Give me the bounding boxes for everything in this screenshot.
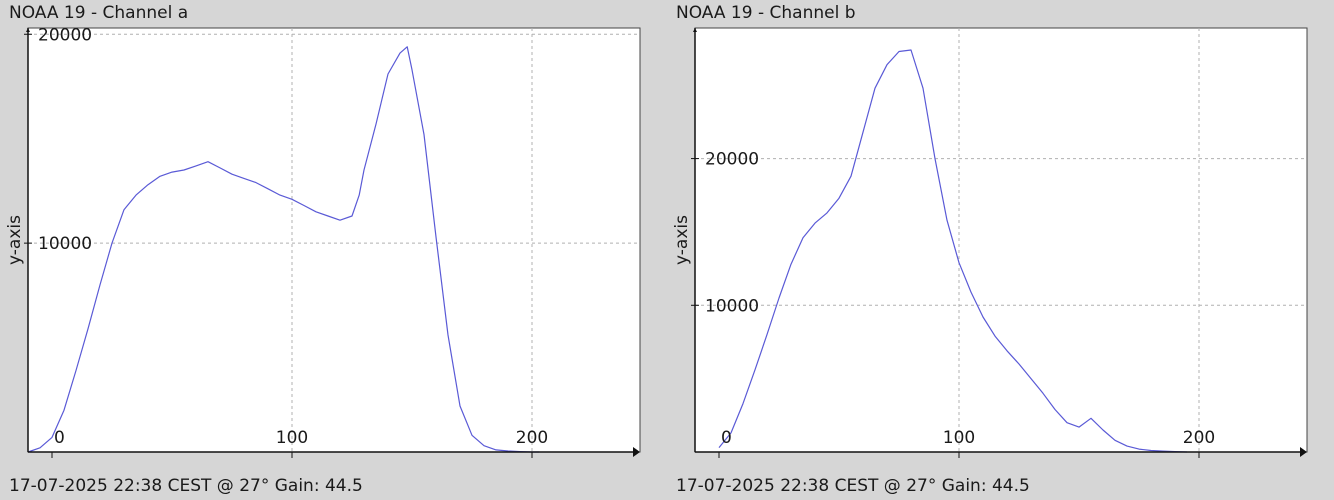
y-axis-arrow <box>26 28 30 32</box>
x-axis-arrow <box>1300 447 1307 457</box>
y-tick-label: 10000 <box>38 234 92 254</box>
chart-title: NOAA 19 - Channel b <box>676 3 856 23</box>
y-tick-label: 10000 <box>705 296 759 316</box>
x-tick-label: 100 <box>943 428 975 448</box>
plot-background <box>694 27 1308 453</box>
y-axis-label: y-axis <box>672 215 692 265</box>
plot-area: 0 100 200 10000 20000 y-axis <box>672 27 1308 458</box>
chart-footer: 17-07-2025 22:38 CEST @ 27° Gain: 44.5 <box>9 476 363 496</box>
series-line-0 <box>27 46 540 453</box>
chart-panel-a: NOAA 19 - Channel a 0 100 200 10000 20000 y-a… <box>5 3 641 496</box>
y-tick-label: 20000 <box>705 150 759 170</box>
x-tick-label: 0 <box>54 428 65 448</box>
x-tick-label: 200 <box>516 428 548 448</box>
y-axis-label: y-axis <box>5 215 25 265</box>
series-line-0 <box>718 49 1188 453</box>
plot-background <box>27 27 641 453</box>
chart-footer: 17-07-2025 22:38 CEST @ 27° Gain: 44.5 <box>676 476 1030 496</box>
x-axis-arrow <box>633 447 640 457</box>
x-tick-label: 0 <box>721 428 732 448</box>
y-tick-label: 20000 <box>38 25 92 45</box>
y-axis-arrow <box>693 28 697 32</box>
chart-title: NOAA 19 - Channel a <box>9 3 189 23</box>
x-tick-label: 100 <box>276 428 308 448</box>
plot-area: 0 100 200 10000 20000 y-axis <box>5 25 641 458</box>
chart-panel-b: NOAA 19 - Channel b 0 100 200 10000 20000 y-a… <box>667 0 1334 500</box>
x-tick-label: 200 <box>1183 428 1215 448</box>
